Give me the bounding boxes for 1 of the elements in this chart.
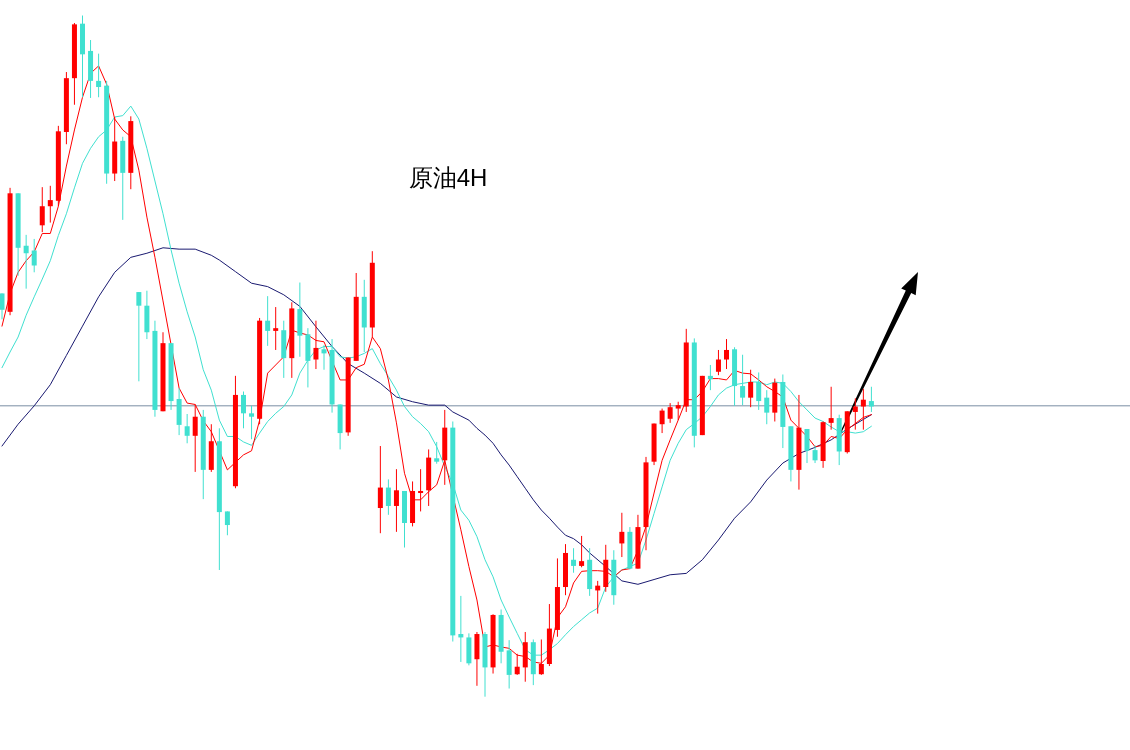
title: 原油4H	[408, 164, 488, 191]
